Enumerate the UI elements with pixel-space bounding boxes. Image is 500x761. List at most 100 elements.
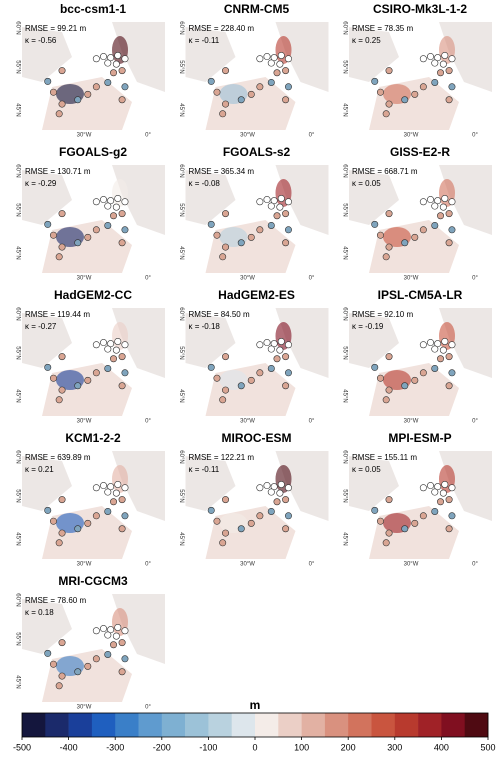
lat-label: 45°N xyxy=(341,246,347,259)
station xyxy=(104,202,112,210)
station xyxy=(92,55,100,63)
colorbar-swatch xyxy=(231,713,256,737)
station xyxy=(44,220,52,228)
station xyxy=(207,77,215,85)
station xyxy=(121,627,129,635)
station xyxy=(58,639,66,647)
station xyxy=(58,67,66,75)
station xyxy=(49,88,57,96)
station xyxy=(277,337,285,345)
lon-label: 30°W xyxy=(240,276,255,282)
station xyxy=(448,512,456,520)
station xyxy=(121,83,129,91)
land xyxy=(185,170,236,225)
lon-label: 30°W xyxy=(77,419,92,425)
station xyxy=(222,243,230,251)
station xyxy=(55,539,63,547)
rmse-label: RMSE = 668.71 m xyxy=(352,167,418,176)
station xyxy=(385,529,393,537)
lat-label: 60°N xyxy=(178,450,184,463)
station xyxy=(58,672,66,680)
station xyxy=(112,346,120,354)
lat-label: 45°N xyxy=(178,103,184,116)
station xyxy=(256,55,264,63)
lat-label: 55°N xyxy=(178,203,184,216)
station xyxy=(376,517,384,525)
station xyxy=(74,382,82,390)
station xyxy=(270,197,278,205)
station xyxy=(276,203,284,211)
colorbar-tick-label: -200 xyxy=(153,742,171,752)
station xyxy=(121,341,129,349)
station xyxy=(207,220,215,228)
lon-label: 30°W xyxy=(240,133,255,139)
station xyxy=(419,512,427,520)
station xyxy=(100,625,108,633)
station xyxy=(118,239,126,247)
lat-label: 55°N xyxy=(14,346,20,359)
station xyxy=(267,202,275,210)
lat-label: 60°N xyxy=(14,21,20,34)
station xyxy=(382,396,390,404)
station xyxy=(74,668,82,676)
lat-label: 60°N xyxy=(14,450,20,463)
station xyxy=(110,355,118,363)
station xyxy=(401,239,409,247)
lat-label: 45°N xyxy=(341,532,347,545)
panel-title: FGOALS-g2 xyxy=(59,145,127,159)
station xyxy=(104,345,112,353)
panel-title: KCM1-2-2 xyxy=(65,431,121,445)
station xyxy=(448,226,456,234)
station xyxy=(104,507,112,515)
station xyxy=(282,496,290,504)
station xyxy=(431,507,439,515)
map xyxy=(22,594,165,702)
station xyxy=(385,386,393,394)
land xyxy=(349,27,399,82)
lon-label: 0° xyxy=(145,133,151,139)
station xyxy=(92,369,100,377)
station xyxy=(431,364,439,372)
colorbar-tick-label: -400 xyxy=(60,742,78,752)
rmse-label: RMSE = 78.60 m xyxy=(25,596,86,605)
station xyxy=(371,506,379,514)
station xyxy=(267,345,275,353)
station xyxy=(448,484,456,492)
kappa-label: κ = 0.18 xyxy=(25,608,54,617)
station xyxy=(276,489,284,497)
lat-label: 55°N xyxy=(14,489,20,502)
station xyxy=(441,51,449,59)
lon-label: 0° xyxy=(145,276,151,282)
rmse-label: RMSE = 92.10 m xyxy=(352,310,413,319)
colorbar-swatch xyxy=(138,713,163,737)
station xyxy=(437,498,445,506)
colorbar-swatch xyxy=(301,713,326,737)
station xyxy=(84,376,92,384)
station xyxy=(437,69,445,77)
kappa-label: κ = -0.11 xyxy=(189,36,220,45)
station xyxy=(107,54,115,62)
lon-label: 30°W xyxy=(77,705,92,711)
station xyxy=(411,90,419,98)
colorbar-label: m xyxy=(250,698,261,712)
station xyxy=(104,650,112,658)
station xyxy=(273,498,281,506)
station xyxy=(276,60,284,68)
station xyxy=(118,382,126,390)
land xyxy=(185,456,236,511)
station xyxy=(247,233,255,241)
colorbar-tick-label: 500 xyxy=(480,742,495,752)
colorbar-tick-label: -500 xyxy=(13,742,31,752)
station xyxy=(107,340,115,348)
colorbar-tick-label: -100 xyxy=(199,742,217,752)
station xyxy=(411,519,419,527)
station xyxy=(441,194,449,202)
station xyxy=(382,110,390,118)
station xyxy=(282,525,290,533)
station xyxy=(207,506,215,514)
colorbar-swatch xyxy=(255,713,279,737)
rmse-label: RMSE = 84.50 m xyxy=(189,310,250,319)
station xyxy=(112,60,120,68)
lat-label: 55°N xyxy=(341,60,347,73)
lon-label: 30°W xyxy=(404,562,419,568)
